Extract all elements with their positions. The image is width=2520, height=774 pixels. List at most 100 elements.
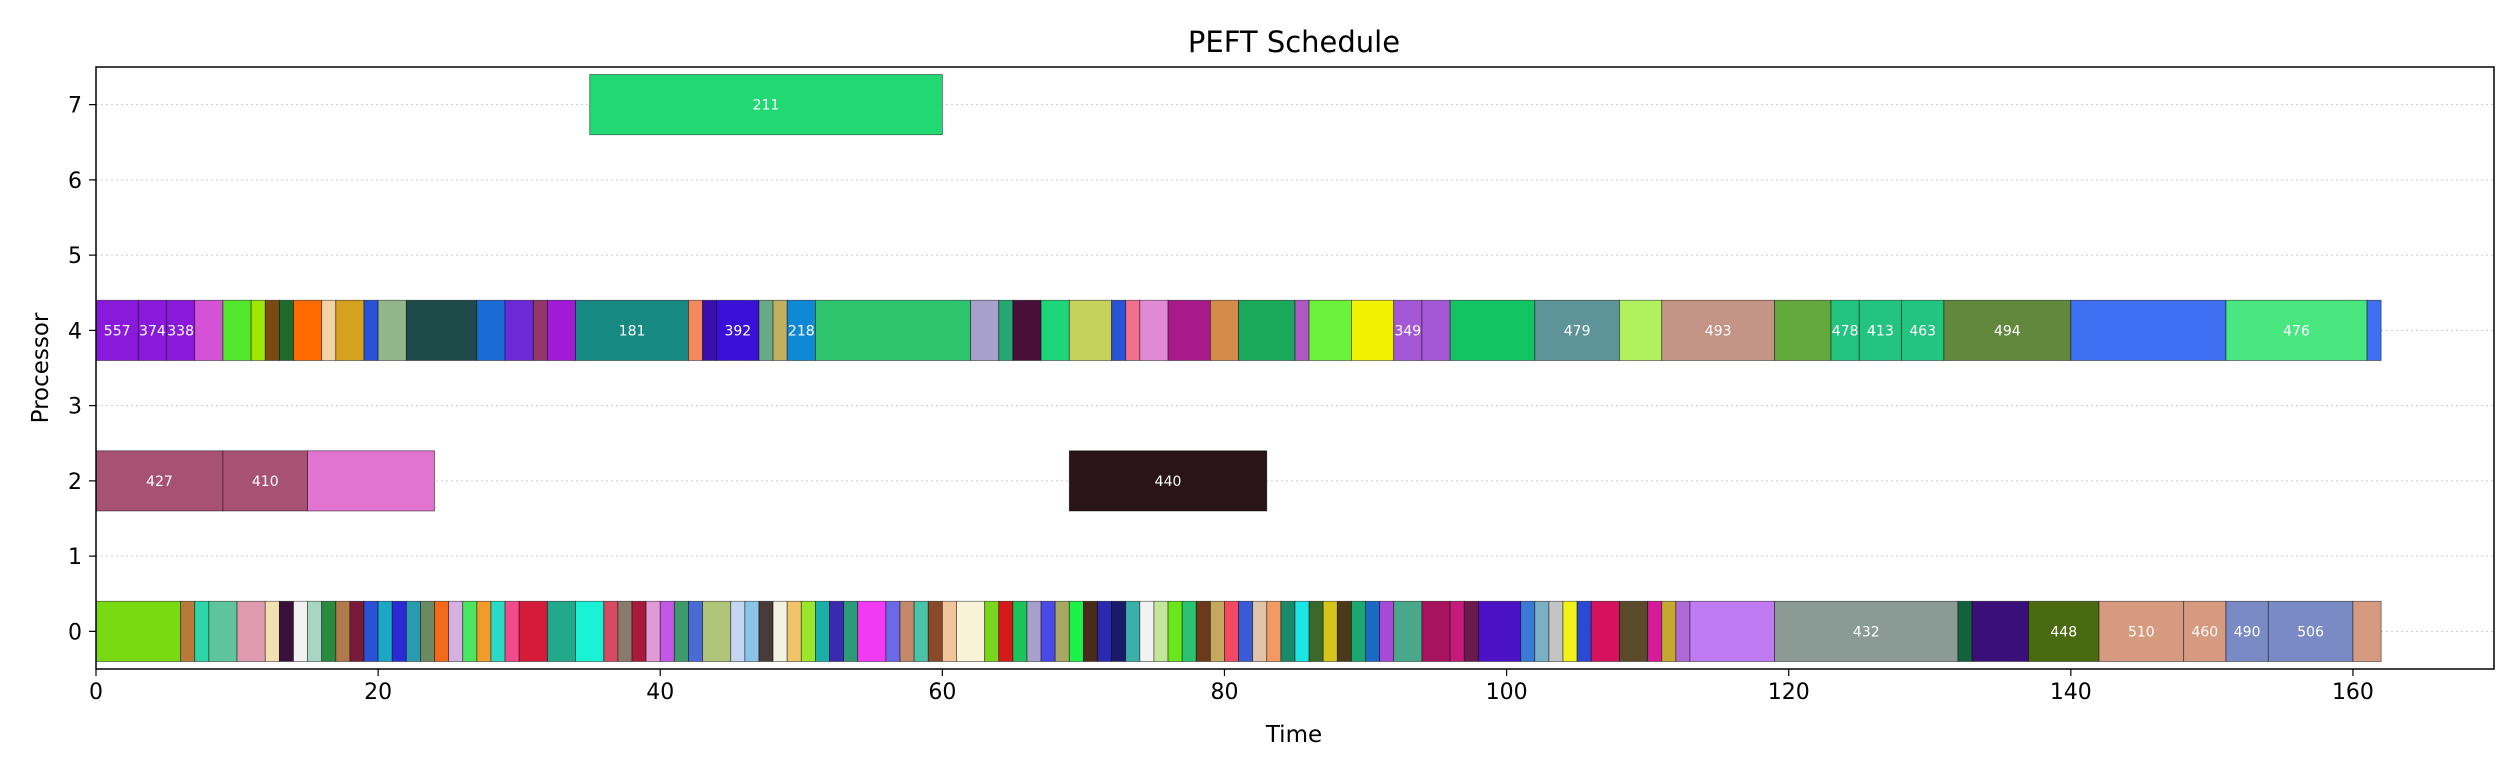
task-bar: [1901, 299, 1945, 361]
task-bar: [1068, 299, 1113, 361]
task-bar: [1209, 600, 1225, 662]
task-bar: [673, 600, 689, 662]
task-bar: [1830, 299, 1860, 361]
task-bar: [1774, 299, 1832, 361]
task-label: 413: [1867, 323, 1894, 339]
task-bar: [659, 600, 675, 662]
task-bar: [405, 299, 478, 361]
task-bar: [1393, 600, 1423, 662]
task-bar: [1590, 600, 1620, 662]
task-bar: [377, 299, 407, 361]
task-label: 494: [1994, 323, 2021, 339]
task-bar: [264, 600, 280, 662]
task-bar: [956, 600, 986, 662]
x-tick-label: 140: [2050, 680, 2092, 705]
task-bar: [377, 600, 393, 662]
task-bar: [2225, 600, 2269, 662]
task-bar: [1139, 600, 1155, 662]
task-label: 218: [788, 323, 815, 339]
task-bar: [2352, 600, 2382, 662]
task-bar: [1125, 299, 1141, 361]
task-bar: [702, 600, 732, 662]
task-bar: [546, 600, 577, 662]
task-bar: [307, 450, 435, 512]
task-bar: [1619, 600, 1649, 662]
task-bar: [927, 600, 943, 662]
task-bar: [321, 299, 337, 361]
task-bar: [1351, 299, 1395, 361]
task-bar: [1012, 299, 1042, 361]
task-bar: [1943, 299, 2072, 361]
task-bar: [321, 600, 337, 662]
task-bar: [744, 600, 760, 662]
task-bar: [1266, 600, 1282, 662]
x-tick-label: 120: [1768, 680, 1810, 705]
task-bar: [645, 600, 661, 662]
task-bar: [1351, 600, 1366, 662]
task-bar: [1153, 600, 1169, 662]
y-axis-label: Processor: [28, 312, 54, 423]
task-label: 478: [1832, 323, 1859, 339]
task-bar: [363, 600, 379, 662]
task-bar: [2366, 299, 2382, 361]
task-bar: [462, 600, 478, 662]
task-label: 392: [724, 323, 751, 339]
x-tick-label: 60: [928, 680, 956, 705]
task-bar: [1040, 299, 1070, 361]
task-bar: [222, 299, 252, 361]
task-bar: [222, 450, 308, 512]
task-bar: [2098, 600, 2185, 662]
task-label: 460: [2191, 624, 2218, 640]
task-bar: [1097, 600, 1113, 662]
task-bar: [278, 299, 294, 361]
task-label: 506: [2297, 624, 2324, 640]
task-bar: [589, 74, 943, 136]
y-tick-label: 1: [68, 545, 82, 570]
task-bar: [1336, 600, 1352, 662]
task-bar: [575, 299, 689, 361]
task-bar: [293, 299, 323, 361]
y-tick-label: 4: [68, 319, 82, 344]
task-bar: [1068, 600, 1084, 662]
task-bar: [843, 600, 859, 662]
task-bar: [532, 299, 548, 361]
plot-frame: [95, 66, 2495, 670]
task-bar: [476, 299, 506, 361]
task-bar: [1294, 600, 1310, 662]
y-tick-label: 2: [68, 470, 82, 495]
task-bar: [786, 600, 802, 662]
task-bar: [688, 600, 703, 662]
task-bar: [1195, 600, 1211, 662]
task-bar: [1167, 299, 1211, 361]
task-bar: [405, 600, 421, 662]
task-bar: [1280, 600, 1296, 662]
task-bar: [1957, 600, 1973, 662]
x-tick-label: 100: [1486, 680, 1528, 705]
task-bar: [1139, 299, 1169, 361]
task-bar: [1238, 600, 1254, 662]
task-bar: [1209, 299, 1239, 361]
task-bar: [1068, 450, 1268, 512]
task-bar: [264, 299, 280, 361]
task-bar: [1562, 600, 1578, 662]
x-tick-label: 160: [2332, 680, 2374, 705]
task-label: 181: [619, 323, 646, 339]
x-tick-label: 80: [1210, 680, 1238, 705]
task-bar: [1308, 600, 1324, 662]
task-bar: [913, 600, 929, 662]
task-bar: [2225, 299, 2368, 361]
task-label: 493: [1705, 323, 1732, 339]
task-bar: [1379, 600, 1395, 662]
task-label: 410: [252, 474, 279, 490]
task-bar: [1647, 600, 1663, 662]
y-axis-ticks: 0 1 2 3 4 5 6 7: [68, 94, 96, 645]
grid-lines: [96, 104, 2494, 632]
y-tick-label: 7: [68, 94, 82, 119]
task-bar: [293, 600, 308, 662]
task-label: 463: [1909, 323, 1936, 339]
task-bar: [998, 299, 1014, 361]
task-bar: [857, 600, 887, 662]
task-bar: [2070, 299, 2227, 361]
task-bar: [1619, 299, 1663, 361]
